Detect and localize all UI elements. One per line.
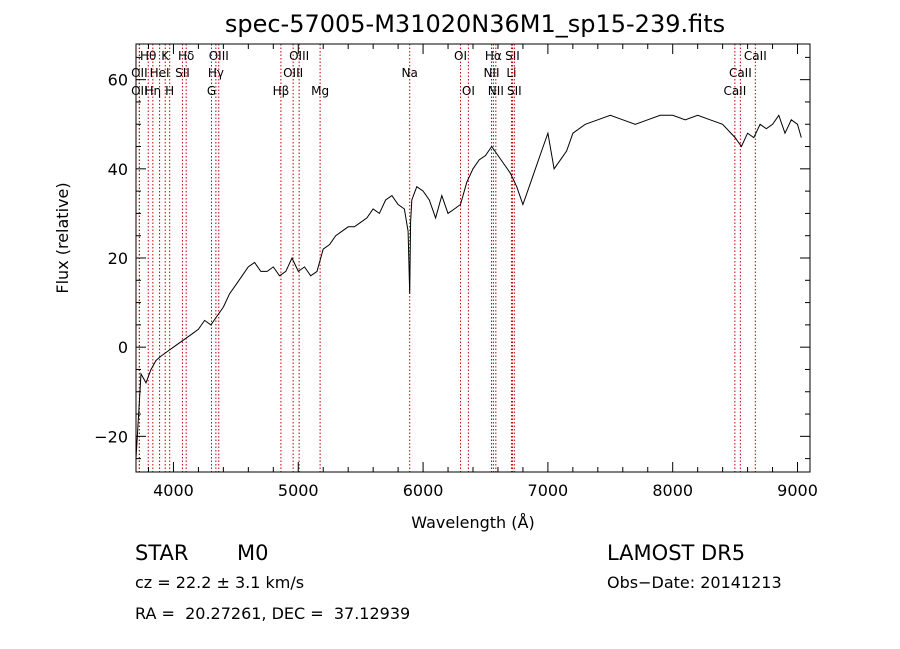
spectral-line-label: Li [506,66,516,80]
object-class: STAR [135,541,189,565]
x-tick-label: 8000 [652,481,693,500]
spectrum-line [135,114,802,459]
survey-name: LAMOST DR5 [607,541,746,565]
x-tick-label: 5000 [278,481,319,500]
spectral-line-label: Hγ [208,66,224,80]
x-axis-label: Wavelength (Å) [411,513,534,532]
spectral-line-label: K [161,49,170,63]
spectral-line-label: H [165,84,174,98]
object-subclass: M0 [237,541,269,565]
x-tick-label: 6000 [403,481,444,500]
spectral-line-label: Hη [145,84,162,98]
x-tick-label: 4000 [153,481,194,500]
spectral-line-label: OI [454,49,467,63]
coordinates: RA = 20.27261, DEC = 37.12939 [135,604,411,623]
y-tick-label: 0 [118,338,128,357]
spectral-line-label: NII [483,66,499,80]
spectral-line-label: G [207,84,216,98]
spectral-line-label: Hα [485,49,502,63]
redshift-value: cz = 22.2 ± 3.1 km/s [135,573,305,592]
spectral-line-label: CaII [729,66,752,80]
spectral-line-label: HeI [150,66,170,80]
y-tick-label: −20 [94,427,128,446]
spectral-line-label: SII [175,66,190,80]
spectral-line-label: Hβ [273,84,290,98]
spectral-line-label: SII [507,84,522,98]
y-tick-label: 20 [108,249,128,268]
spectral-line-label: OIII [289,49,309,63]
spectral-line-label: SII [505,49,520,63]
y-axis-label: Flux (relative) [53,182,72,293]
spectral-line-label: OIII [209,49,229,63]
spectral-line-label: OIII [283,66,303,80]
spectral-line-label: NII [488,84,504,98]
spectral-line-label: OII [131,84,148,98]
y-tick-label: 40 [108,160,128,179]
chart-title: spec-57005-M31020N36M1_sp15-239.fits [225,10,725,38]
spectral-line-label: CaII [744,49,767,63]
x-tick-label: 7000 [528,481,569,500]
spectral-line-label: CaII [723,84,746,98]
y-tick-label: 60 [108,71,128,90]
spectral-line-label: Hθ [140,49,156,63]
x-tick-label: 9000 [777,481,818,500]
plot-frame [135,43,811,473]
spectral-line-label: Mg [311,84,329,98]
spectral-line-label: OI [462,84,475,98]
observation-date: Obs−Date: 20141213 [607,573,782,592]
spectral-line-label: Hδ [178,49,194,63]
spectral-line-label: Na [402,66,418,80]
